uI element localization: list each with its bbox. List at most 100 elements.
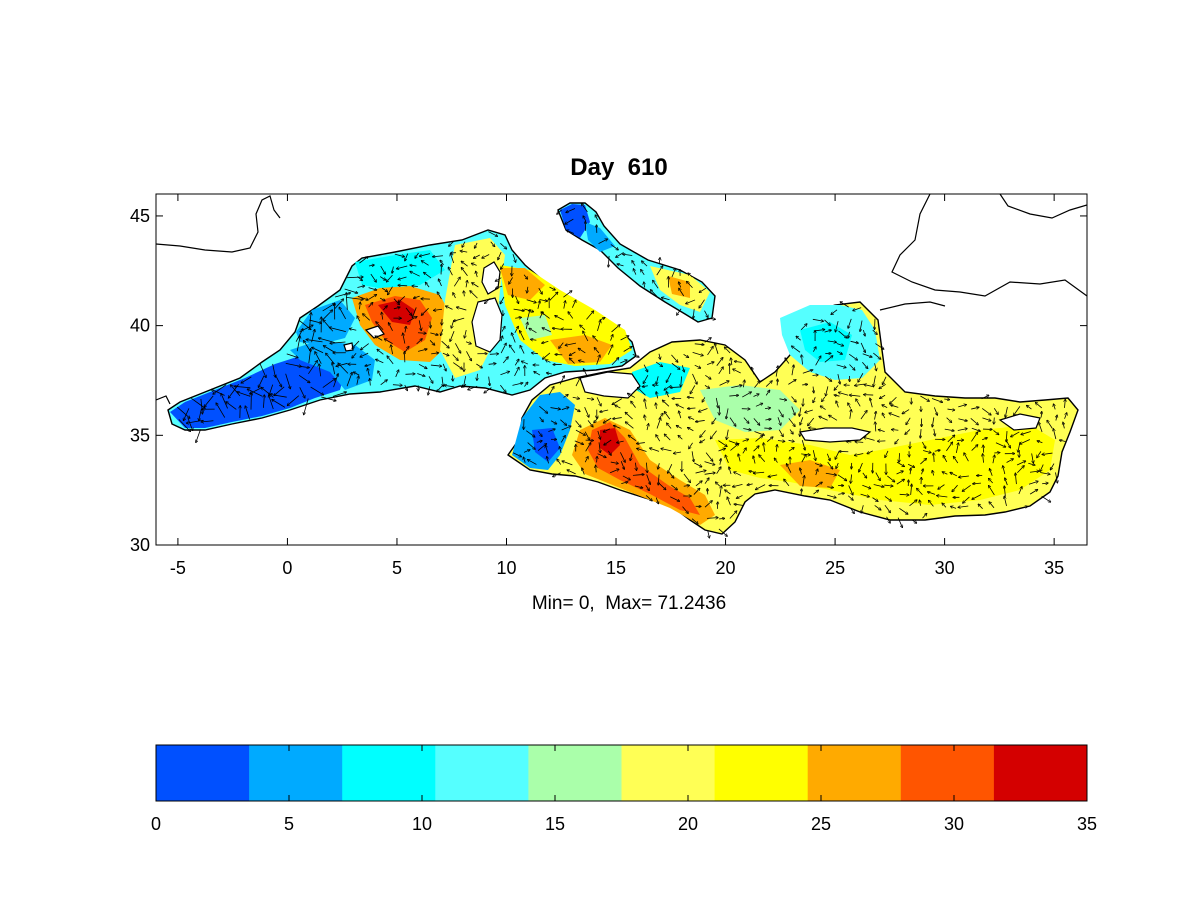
velocity-arrow bbox=[604, 417, 612, 423]
velocity-arrow bbox=[829, 415, 838, 421]
velocity-arrow bbox=[1006, 459, 1013, 463]
velocity-arrow bbox=[851, 474, 852, 483]
velocity-arrow bbox=[539, 405, 547, 413]
velocity-arrow bbox=[226, 402, 237, 410]
velocity-arrow bbox=[754, 472, 765, 473]
velocity-arrow bbox=[847, 495, 853, 500]
velocity-arrow bbox=[375, 336, 383, 341]
patch-gulf-lion bbox=[355, 250, 445, 290]
velocity-arrow bbox=[270, 394, 287, 398]
velocity-arrow bbox=[822, 396, 826, 401]
velocity-arrow bbox=[653, 281, 659, 289]
velocity-arrow bbox=[405, 307, 412, 315]
velocity-arrow bbox=[707, 362, 714, 366]
velocity-arrow bbox=[631, 401, 636, 408]
velocity-arrow bbox=[708, 530, 710, 538]
velocity-arrow bbox=[789, 429, 793, 433]
velocity-arrow bbox=[380, 380, 387, 386]
velocity-arrow bbox=[422, 307, 429, 315]
velocity-arrow bbox=[934, 428, 935, 436]
velocity-arrow bbox=[824, 319, 831, 325]
velocity-arrow bbox=[678, 436, 683, 440]
velocity-arrow bbox=[670, 387, 681, 388]
velocity-arrow bbox=[472, 283, 479, 288]
velocity-arrow bbox=[693, 489, 700, 495]
velocity-arrow bbox=[668, 464, 673, 473]
velocity-arrow bbox=[529, 328, 537, 334]
velocity-arrow bbox=[414, 295, 420, 298]
velocity-arrow bbox=[944, 428, 954, 431]
velocity-arrow bbox=[759, 455, 766, 462]
velocity-arrow bbox=[428, 376, 433, 383]
velocity-arrow bbox=[942, 503, 947, 508]
velocity-arrow bbox=[800, 468, 802, 475]
y-tick-label: 40 bbox=[130, 316, 150, 336]
velocity-arrow bbox=[461, 268, 468, 276]
velocity-arrow bbox=[753, 394, 759, 397]
velocity-arrow bbox=[379, 276, 385, 280]
colorbar-segment bbox=[249, 745, 343, 801]
velocity-arrow bbox=[622, 475, 630, 480]
velocity-arrow bbox=[848, 485, 853, 494]
velocity-arrow bbox=[766, 437, 773, 442]
velocity-arrow bbox=[330, 342, 346, 343]
velocity-arrow bbox=[777, 440, 784, 441]
velocity-arrow bbox=[416, 339, 422, 345]
island-crete bbox=[799, 427, 872, 443]
velocity-arrow bbox=[559, 376, 564, 385]
velocity-arrow bbox=[523, 450, 530, 453]
velocity-arrow bbox=[586, 311, 593, 320]
velocity-arrow bbox=[600, 409, 609, 412]
velocity-arrow bbox=[575, 378, 580, 387]
velocity-arrow bbox=[568, 312, 574, 319]
velocity-arrow bbox=[958, 506, 969, 507]
velocity-arrow bbox=[862, 362, 867, 368]
velocity-arrow bbox=[565, 218, 574, 224]
velocity-arrow bbox=[754, 431, 764, 436]
velocity-arrow bbox=[704, 338, 711, 343]
velocity-arrow bbox=[955, 443, 958, 454]
velocity-arrow bbox=[496, 277, 502, 281]
velocity-arrow bbox=[755, 436, 763, 442]
velocity-arrow bbox=[922, 441, 925, 448]
velocity-arrow bbox=[661, 449, 672, 452]
velocity-arrow bbox=[838, 330, 847, 338]
velocity-arrow bbox=[1054, 404, 1056, 410]
velocity-arrow bbox=[420, 253, 431, 257]
velocity-arrow bbox=[542, 341, 549, 343]
velocity-arrow bbox=[610, 462, 618, 463]
velocity-arrow bbox=[1031, 453, 1034, 462]
velocity-arrow bbox=[719, 381, 729, 386]
velocity-arrow bbox=[245, 406, 250, 420]
velocity-arrow bbox=[981, 395, 989, 400]
velocity-arrow bbox=[947, 435, 955, 443]
velocity-arrow bbox=[567, 230, 575, 234]
velocity-arrow bbox=[666, 392, 669, 398]
velocity-vectors bbox=[176, 204, 1066, 538]
velocity-arrow bbox=[339, 307, 347, 320]
velocity-arrow bbox=[607, 345, 612, 355]
velocity-arrow bbox=[882, 413, 886, 419]
velocity-arrow bbox=[704, 478, 709, 484]
velocity-arrow bbox=[885, 450, 889, 457]
velocity-arrow bbox=[630, 453, 633, 460]
velocity-arrow bbox=[455, 343, 460, 353]
velocity-arrow bbox=[906, 417, 911, 425]
velocity-arrow bbox=[309, 319, 321, 323]
velocity-arrow bbox=[719, 486, 722, 497]
velocity-arrow bbox=[566, 208, 576, 213]
velocity-arrow bbox=[501, 263, 505, 269]
velocity-arrow bbox=[407, 317, 416, 323]
velocity-arrow bbox=[743, 429, 750, 431]
velocity-arrow bbox=[650, 448, 660, 452]
velocity-arrow bbox=[587, 420, 593, 426]
map-title: Day 610 bbox=[570, 154, 667, 181]
velocity-arrow bbox=[899, 453, 900, 462]
velocity-arrow bbox=[368, 369, 370, 376]
velocity-arrow bbox=[560, 419, 566, 425]
velocity-arrow bbox=[989, 486, 995, 496]
velocity-arrow bbox=[549, 286, 556, 290]
velocity-arrow bbox=[393, 298, 399, 305]
velocity-arrow bbox=[860, 342, 865, 352]
colorbar bbox=[156, 745, 1088, 801]
